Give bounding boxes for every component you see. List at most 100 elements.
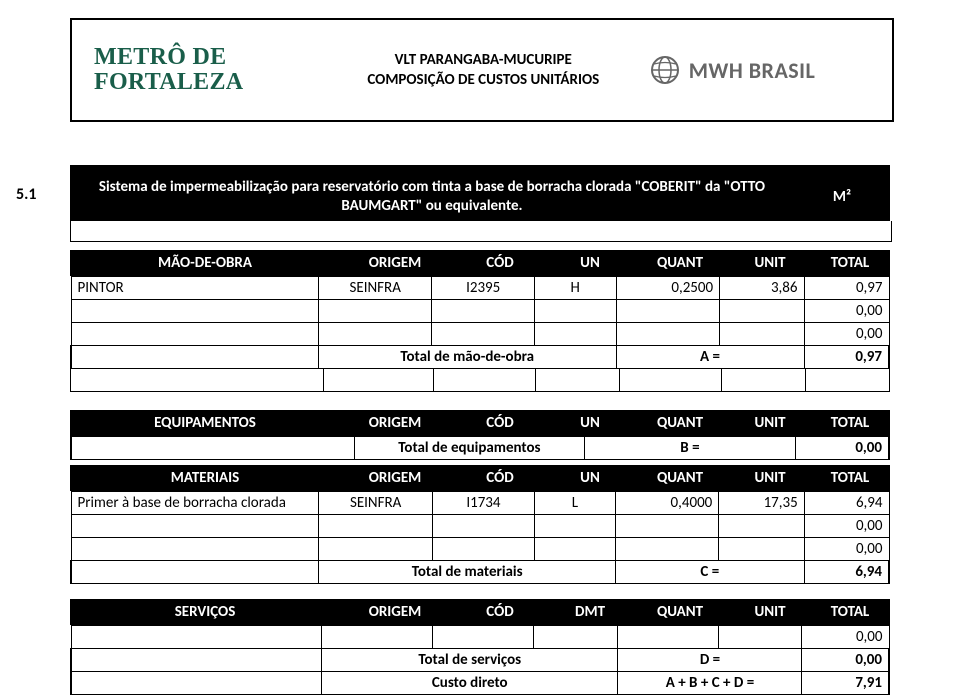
label-cod: CÓD <box>450 469 550 487</box>
label-total: TOTAL <box>810 414 890 432</box>
subtotal-value: 6,94 <box>804 561 889 584</box>
header-box: METRÔ DE FORTALEZA VLT PARANGABA-MUCURIP… <box>70 18 894 122</box>
label-total-mat: Total de materiais <box>319 561 615 584</box>
label-materiais: MATERIAIS <box>70 469 340 487</box>
table-row: 0,00 <box>71 515 889 538</box>
logo-metro-fortaleza: METRÔ DE FORTALEZA <box>72 45 318 95</box>
label-quant: QUANT <box>630 469 730 487</box>
table-row: 0,00 <box>71 300 889 323</box>
cell-quant: 0,2500 <box>616 277 720 300</box>
label-mao-de-obra: MÃO-DE-OBRA <box>70 254 340 272</box>
table-row: PINTOR SEINFRA I2395 H 0,2500 3,86 0,97 <box>71 277 889 300</box>
subtotal-value: 0,00 <box>796 437 890 460</box>
label-total: TOTAL <box>810 254 890 272</box>
equipamentos-header: EQUIPAMENTOS ORIGEM CÓD UN QUANT UNIT TO… <box>70 410 890 436</box>
subtotal-value: 0,97 <box>804 346 889 369</box>
cell-total: 6,94 <box>804 492 889 515</box>
subtotal-row: Total de serviços D = 0,00 <box>71 649 889 672</box>
cell-desc: PINTOR <box>71 277 318 300</box>
custo-direto-row: Custo direto A + B + C + D = 7,91 <box>71 672 889 695</box>
cell-unit: 17,35 <box>719 492 804 515</box>
mao-de-obra-table: PINTOR SEINFRA I2395 H 0,2500 3,86 0,97 … <box>70 276 890 369</box>
table-row: 0,00 <box>71 323 889 346</box>
header-title-line2: COMPOSIÇÃO DE CUSTOS UNITÁRIOS <box>367 71 599 89</box>
mwh-globe-icon <box>649 54 681 86</box>
cell-total: 0,00 <box>804 323 889 346</box>
table-row <box>71 369 890 392</box>
item-title-text: Sistema de impermeabilização para reserv… <box>70 178 794 216</box>
item-title-unit: M² <box>794 188 890 206</box>
logo-left-line1: METRÔ DE <box>94 45 318 70</box>
label-equipamentos: EQUIPAMENTOS <box>70 414 340 432</box>
label-quant: QUANT <box>630 254 730 272</box>
cell-origem: SEINFRA <box>319 492 432 515</box>
cell-total: 0,00 <box>804 515 889 538</box>
label-dmt: DMT <box>550 603 630 621</box>
custo-direto-value: 7,91 <box>802 672 889 695</box>
table-row: 0,00 <box>71 626 889 649</box>
label-total: TOTAL <box>810 469 890 487</box>
table-row: Primer à base de borracha clorada SEINFR… <box>71 492 889 515</box>
cell-total: 0,00 <box>804 300 889 323</box>
materiais-header: MATERIAIS ORIGEM CÓD UN QUANT UNIT TOTAL <box>70 465 890 491</box>
label-un: UN <box>550 469 630 487</box>
section-number: 5.1 <box>16 185 37 204</box>
label-a-eq: A = <box>616 346 804 369</box>
page: METRÔ DE FORTALEZA VLT PARANGABA-MUCURIP… <box>0 0 960 683</box>
cell-unit: 3,86 <box>720 277 804 300</box>
label-unit: UNIT <box>730 603 810 621</box>
label-cod: CÓD <box>450 603 550 621</box>
cell-total: 0,97 <box>804 277 889 300</box>
label-un: UN <box>550 414 630 432</box>
label-c-eq: C = <box>615 561 804 584</box>
label-total: TOTAL <box>810 603 890 621</box>
mao-de-obra-header: MÃO-DE-OBRA ORIGEM CÓD UN QUANT UNIT TOT… <box>70 250 890 276</box>
subtotal-row: Total de materiais C = 6,94 <box>71 561 889 584</box>
header-title-line1: VLT PARANGABA-MUCURIPE <box>395 51 572 69</box>
cell-total: 0,00 <box>802 626 889 649</box>
label-unit: UNIT <box>730 254 810 272</box>
cell-desc: Primer à base de borracha clorada <box>71 492 319 515</box>
cell-cod: I2395 <box>432 277 534 300</box>
label-cod: CÓD <box>450 254 550 272</box>
servicos-table: 0,00 Total de serviços D = 0,00 Custo di… <box>70 625 890 695</box>
header-center: VLT PARANGABA-MUCURIPE COMPOSIÇÃO DE CUS… <box>318 51 649 89</box>
mao-empty-row <box>70 368 890 392</box>
title-target-row <box>70 221 892 242</box>
label-origem: ORIGEM <box>340 603 450 621</box>
label-custo-direto: Custo direto <box>322 672 618 695</box>
label-abcd: A + B + C + D = <box>618 672 802 695</box>
label-quant: QUANT <box>630 414 730 432</box>
label-origem: ORIGEM <box>340 469 450 487</box>
label-total-serv: Total de serviços <box>322 649 618 672</box>
servicos-header: SERVIÇOS ORIGEM CÓD DMT QUANT UNIT TOTAL <box>70 599 890 625</box>
label-unit: UNIT <box>730 469 810 487</box>
subtotal-row: Total de equipamentos B = 0,00 <box>71 437 889 460</box>
label-d-eq: D = <box>618 649 802 672</box>
cell-un: H <box>534 277 616 300</box>
logo-mwh-brasil: MWH BRASIL <box>649 54 892 86</box>
label-total-eq: Total de equipamentos <box>355 437 585 460</box>
cell-origem: SEINFRA <box>318 277 432 300</box>
subtotal-row: Total de mão-de-obra A = 0,97 <box>71 346 889 369</box>
label-cod: CÓD <box>450 414 550 432</box>
label-b-eq: B = <box>584 437 795 460</box>
item-title-bar: Sistema de impermeabilização para reserv… <box>70 165 890 229</box>
label-quant: QUANT <box>630 603 730 621</box>
label-servicos: SERVIÇOS <box>70 603 340 621</box>
label-origem: ORIGEM <box>340 414 450 432</box>
materiais-table: Primer à base de borracha clorada SEINFR… <box>70 491 890 584</box>
cell-un: L <box>535 492 616 515</box>
label-un: UN <box>550 254 630 272</box>
logo-right-text: MWH BRASIL <box>689 57 816 84</box>
cell-quant: 0,4000 <box>615 492 718 515</box>
subtotal-value: 0,00 <box>802 649 889 672</box>
equipamentos-table: Total de equipamentos B = 0,00 <box>70 436 890 460</box>
cell-total: 0,00 <box>804 538 889 561</box>
logo-left-line2: FORTALEZA <box>94 70 318 95</box>
label-total-mao: Total de mão-de-obra <box>318 346 616 369</box>
label-unit: UNIT <box>730 414 810 432</box>
table-row: 0,00 <box>71 538 889 561</box>
label-origem: ORIGEM <box>340 254 450 272</box>
cell-cod: I1734 <box>432 492 534 515</box>
